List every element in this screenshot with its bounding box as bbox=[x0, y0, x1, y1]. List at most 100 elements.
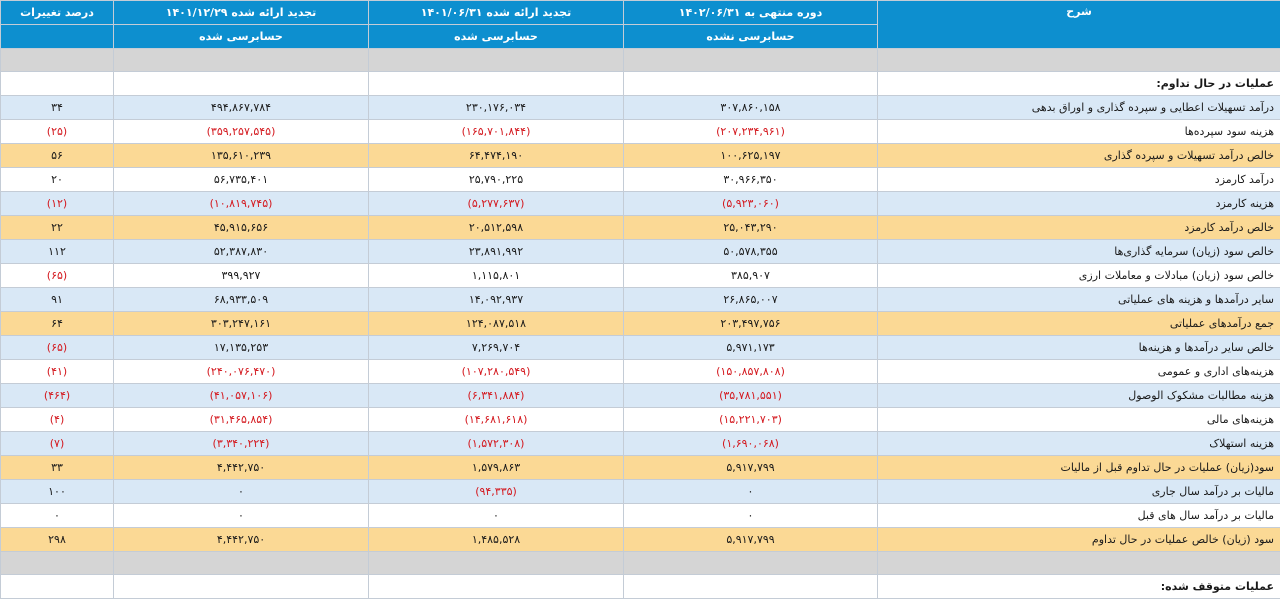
row-description: خالص درآمد کارمزد bbox=[878, 216, 1280, 240]
row-value-period-3: ۰ bbox=[114, 504, 369, 528]
table-row bbox=[1, 552, 1280, 575]
table-row: هزینه مطالبات مشکوک الوصول(۳۵,۷۸۱,۵۵۱)(۶… bbox=[1, 384, 1280, 408]
row-value-period-2: (۹۴,۳۳۵) bbox=[369, 480, 624, 504]
row-value-period-1: ۲۶,۸۶۵,۰۰۷ bbox=[624, 288, 878, 312]
row-value-period-3 bbox=[114, 49, 369, 72]
section-header-row: عملیات متوقف شده: bbox=[1, 575, 1280, 599]
row-value-period-3: ۴,۴۴۲,۷۵۰ bbox=[114, 456, 369, 480]
row-value-period-1 bbox=[624, 72, 878, 96]
row-change-percent: (۴) bbox=[1, 408, 114, 432]
table-row: هزینه‌های مالی(۱۵,۲۲۱,۷۰۳)(۱۴,۶۸۱,۶۱۸)(۳… bbox=[1, 408, 1280, 432]
row-description: هزینه مطالبات مشکوک الوصول bbox=[878, 384, 1280, 408]
row-change-percent: (۷) bbox=[1, 432, 114, 456]
row-description: سود (زیان) خالص عملیات در حال تداوم bbox=[878, 528, 1280, 552]
row-value-period-1: ۱۰۰,۶۲۵,۱۹۷ bbox=[624, 144, 878, 168]
row-value-period-2: ۱,۱۱۵,۸۰۱ bbox=[369, 264, 624, 288]
header-audit-3: حسابرسی شده bbox=[114, 25, 369, 49]
table-row: هزینه سود سپرده‌ها(۲۰۷,۲۳۴,۹۶۱)(۱۶۵,۷۰۱,… bbox=[1, 120, 1280, 144]
row-change-percent: ۱۰۰ bbox=[1, 480, 114, 504]
row-value-period-1: ۲۵,۰۴۳,۲۹۰ bbox=[624, 216, 878, 240]
row-value-period-3 bbox=[114, 552, 369, 575]
table-row: درآمد تسهیلات اعطایی و سپرده گذاری و اور… bbox=[1, 96, 1280, 120]
row-description: سود(زیان) عملیات در حال تداوم قبل از مال… bbox=[878, 456, 1280, 480]
row-description: مالیات بر درآمد سال جاری bbox=[878, 480, 1280, 504]
row-description: درآمد تسهیلات اعطایی و سپرده گذاری و اور… bbox=[878, 96, 1280, 120]
table-row: هزینه استهلاک(۱,۶۹۰,۰۶۸)(۱,۵۷۲,۳۰۸)(۳,۳۴… bbox=[1, 432, 1280, 456]
row-change-percent: ۱۱۲ bbox=[1, 240, 114, 264]
row-value-period-2: (۱۶۵,۷۰۱,۸۴۴) bbox=[369, 120, 624, 144]
row-value-period-3 bbox=[114, 575, 369, 599]
row-value-period-3: ۰ bbox=[114, 480, 369, 504]
row-value-period-1: ۵,۹۱۷,۷۹۹ bbox=[624, 456, 878, 480]
header-description: شرح bbox=[878, 1, 1280, 49]
row-value-period-3: (۳۵۹,۲۵۷,۵۴۵) bbox=[114, 120, 369, 144]
row-change-percent: ۵۶ bbox=[1, 144, 114, 168]
row-value-period-1: ۵,۹۷۱,۱۷۳ bbox=[624, 336, 878, 360]
row-change-percent: ۰ bbox=[1, 504, 114, 528]
table-row bbox=[1, 49, 1280, 72]
row-change-percent: ۹۱ bbox=[1, 288, 114, 312]
row-description: هزینه‌های مالی bbox=[878, 408, 1280, 432]
row-change-percent: (۴۱) bbox=[1, 360, 114, 384]
row-value-period-2: (۵,۲۷۷,۶۳۷) bbox=[369, 192, 624, 216]
row-change-percent: ۲۲ bbox=[1, 216, 114, 240]
table-row: هزینه کارمزد(۵,۹۲۳,۰۶۰)(۵,۲۷۷,۶۳۷)(۱۰,۸۱… bbox=[1, 192, 1280, 216]
row-value-period-1: ۵۰,۵۷۸,۳۵۵ bbox=[624, 240, 878, 264]
header-change-percent: درصد تغییرات bbox=[1, 1, 114, 25]
section-title: عملیات در حال تداوم: bbox=[878, 72, 1280, 96]
row-value-period-2: ۰ bbox=[369, 504, 624, 528]
row-value-period-1: (۲۰۷,۲۳۴,۹۶۱) bbox=[624, 120, 878, 144]
row-value-period-1: ۰ bbox=[624, 504, 878, 528]
row-value-period-3: ۴,۴۴۲,۷۵۰ bbox=[114, 528, 369, 552]
row-change-percent: ۶۴ bbox=[1, 312, 114, 336]
header-period-3: تجدید ارائه شده ۱۴۰۱/۱۲/۲۹ bbox=[114, 1, 369, 25]
header-period-1: دوره منتهی به ۱۴۰۲/۰۶/۳۱ bbox=[624, 1, 878, 25]
row-value-period-2: ۱,۴۸۵,۵۲۸ bbox=[369, 528, 624, 552]
row-value-period-1 bbox=[624, 575, 878, 599]
row-value-period-2: ۱۴,۰۹۲,۹۳۷ bbox=[369, 288, 624, 312]
row-value-period-2: ۱,۵۷۹,۸۶۳ bbox=[369, 456, 624, 480]
row-description: درآمد کارمزد bbox=[878, 168, 1280, 192]
row-value-period-2: ۲۰,۵۱۲,۵۹۸ bbox=[369, 216, 624, 240]
row-value-period-1: (۱۵۰,۸۵۷,۸۰۸) bbox=[624, 360, 878, 384]
row-change-percent: (۲۵) bbox=[1, 120, 114, 144]
row-value-period-2 bbox=[369, 72, 624, 96]
row-value-period-2 bbox=[369, 575, 624, 599]
row-value-period-2: (۶,۳۴۱,۸۸۴) bbox=[369, 384, 624, 408]
row-value-period-3: ۴۹۴,۸۶۷,۷۸۴ bbox=[114, 96, 369, 120]
row-value-period-3: ۳۰۳,۲۴۷,۱۶۱ bbox=[114, 312, 369, 336]
row-value-period-2: (۱۴,۶۸۱,۶۱۸) bbox=[369, 408, 624, 432]
table-row: هزینه‌های اداری و عمومی(۱۵۰,۸۵۷,۸۰۸)(۱۰۷… bbox=[1, 360, 1280, 384]
header-audit-1: حسابرسی نشده bbox=[624, 25, 878, 49]
row-description: هزینه استهلاک bbox=[878, 432, 1280, 456]
row-change-percent bbox=[1, 72, 114, 96]
row-value-period-3: ۵۲,۳۸۷,۸۳۰ bbox=[114, 240, 369, 264]
row-change-percent bbox=[1, 575, 114, 599]
row-value-period-2: ۷,۲۶۹,۷۰۴ bbox=[369, 336, 624, 360]
row-description: جمع درآمدهای عملیاتی bbox=[878, 312, 1280, 336]
row-value-period-3: (۳۱,۴۶۵,۸۵۴) bbox=[114, 408, 369, 432]
row-value-period-1 bbox=[624, 49, 878, 72]
row-value-period-3: ۱۳۵,۶۱۰,۲۳۹ bbox=[114, 144, 369, 168]
row-description: خالص سود (زیان) مبادلات و معاملات ارزی bbox=[878, 264, 1280, 288]
row-value-period-3 bbox=[114, 72, 369, 96]
section-title: عملیات متوقف شده: bbox=[878, 575, 1280, 599]
row-description: خالص درآمد تسهیلات و سپرده گذاری bbox=[878, 144, 1280, 168]
row-value-period-2: (۱۰۷,۲۸۰,۵۴۹) bbox=[369, 360, 624, 384]
row-value-period-2: ۱۲۴,۰۸۷,۵۱۸ bbox=[369, 312, 624, 336]
row-value-period-1: (۳۵,۷۸۱,۵۵۱) bbox=[624, 384, 878, 408]
header-audit-2: حسابرسی شده bbox=[369, 25, 624, 49]
row-value-period-2 bbox=[369, 552, 624, 575]
subtotal-row: سود(زیان) عملیات در حال تداوم قبل از مال… bbox=[1, 456, 1280, 480]
row-value-period-1: ۲۰۳,۴۹۷,۷۵۶ bbox=[624, 312, 878, 336]
row-value-period-3: ۶۸,۹۳۳,۵۰۹ bbox=[114, 288, 369, 312]
